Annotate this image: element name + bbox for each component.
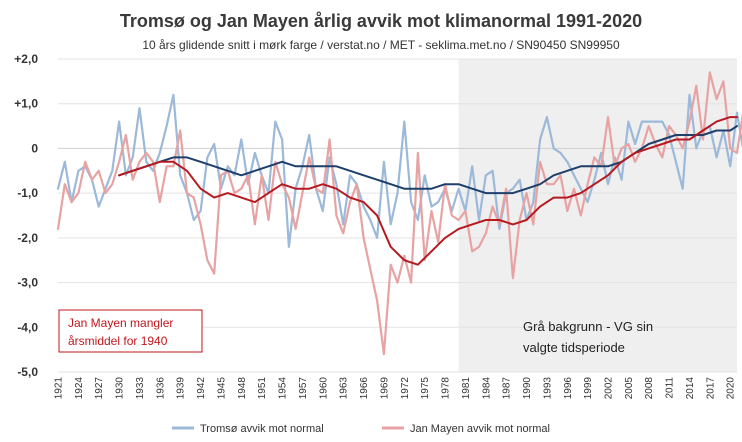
x-tick-label: 1978 xyxy=(441,377,452,400)
shade-note-line2: valgte tidsperiode xyxy=(523,340,625,355)
x-tick-label: 1930 xyxy=(115,377,126,400)
y-tick-label: -5,0 xyxy=(17,365,38,379)
x-tick-label: 1966 xyxy=(359,377,370,400)
y-tick-label: -1,0 xyxy=(17,186,38,200)
series-layer xyxy=(56,71,742,356)
series-line-tromso-smoothed xyxy=(118,125,738,195)
x-tick-label: 1957 xyxy=(298,377,309,400)
y-tick-label: -3,0 xyxy=(17,276,38,290)
series-line-jan-mayen xyxy=(56,71,742,356)
chart-title: Tromsø og Jan Mayen årlig avvik mot klim… xyxy=(120,11,642,31)
x-tick-label: 1948 xyxy=(237,377,248,400)
legend-label-tromso: Tromsø avvik mot normal xyxy=(200,423,324,435)
jan-mayen-note-box xyxy=(58,309,203,353)
x-tick-label: 1999 xyxy=(583,377,594,400)
x-tick-label: 1981 xyxy=(461,377,472,400)
legend: Tromsø avvik mot normal Jan Mayen avvik … xyxy=(172,423,550,435)
x-tick-label: 2002 xyxy=(603,377,614,400)
x-tick-label: 1975 xyxy=(420,377,431,400)
jan-mayen-note-line1: Jan Mayen mangler xyxy=(68,316,173,330)
y-tick-label: +2,0 xyxy=(14,52,38,66)
x-tick-label: 1969 xyxy=(379,377,390,400)
x-tick-label: 2020 xyxy=(726,377,737,400)
x-tick-label: 1987 xyxy=(502,377,513,400)
x-tick-label: 1984 xyxy=(481,377,492,400)
x-tick-label: 1996 xyxy=(563,377,574,400)
x-tick-label: 1963 xyxy=(339,377,350,400)
y-tick-label: -4,0 xyxy=(17,320,38,334)
chart-subtitle: 10 års glidende snitt i mørk farge / ver… xyxy=(142,38,620,52)
y-tick-label: +1,0 xyxy=(14,97,38,111)
x-tick-label: 1954 xyxy=(278,377,289,400)
x-tick-label: 1933 xyxy=(135,377,146,400)
x-tick-label: 1921 xyxy=(54,377,65,400)
x-tick-label: 1927 xyxy=(94,377,105,400)
x-axis-ticks: 1921 1924 1927 1930 1933 1936 1939 1942 1945 1948… xyxy=(54,377,737,400)
x-tick-label: 2008 xyxy=(644,377,655,400)
y-tick-label: -2,0 xyxy=(17,231,38,245)
shade-note: Grå bakgrunn - VG sin valgte tidsperiode xyxy=(523,319,653,355)
x-tick-label: 1945 xyxy=(216,377,227,400)
x-tick-label: 1993 xyxy=(542,377,553,400)
jan-mayen-note: Jan Mayen mangler årsmiddel for 1940 xyxy=(58,309,203,353)
x-tick-label: 1972 xyxy=(400,377,411,400)
x-tick-label: 1939 xyxy=(176,377,187,400)
shade-note-line1: Grå bakgrunn - VG sin xyxy=(523,319,653,334)
x-tick-label: 2011 xyxy=(665,377,676,399)
x-tick-label: 2017 xyxy=(705,377,716,400)
x-tick-label: 1942 xyxy=(196,377,207,400)
x-tick-label: 1951 xyxy=(257,377,268,400)
x-tick-label: 1990 xyxy=(522,377,533,400)
y-tick-label: 0 xyxy=(31,141,38,155)
x-tick-label: 1960 xyxy=(318,377,329,400)
x-tick-label: 1936 xyxy=(155,377,166,400)
jan-mayen-note-line2: årsmiddel for 1940 xyxy=(68,334,168,348)
legend-label-jan-mayen: Jan Mayen avvik mot normal xyxy=(410,423,550,435)
series-line-tromso xyxy=(56,93,742,248)
series-line-jan-mayen-smoothed xyxy=(118,116,738,266)
x-tick-label: 2005 xyxy=(624,377,635,400)
x-tick-label: 2014 xyxy=(685,377,696,400)
x-tick-label: 1924 xyxy=(74,377,85,400)
y-axis-ticks: +2,0 +1,0 0 -1,0 -2,0 -3,0 -4,0 -5,0 xyxy=(14,52,38,379)
